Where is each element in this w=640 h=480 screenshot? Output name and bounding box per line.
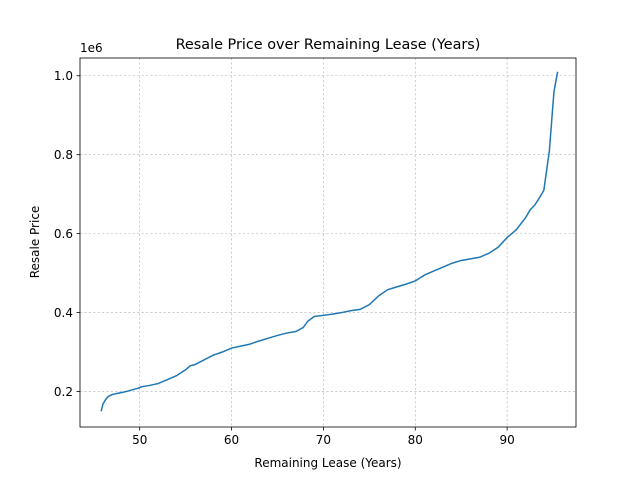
x-tick-label: 60 — [224, 433, 239, 447]
y-tick-label: 0.6 — [54, 227, 73, 241]
y-tick-label: 0.4 — [54, 306, 73, 320]
axis-ticks: 50 60 70 80 90 0.2 0.4 0.6 0.8 1.0 — [54, 69, 515, 447]
plot-area-frame — [79, 57, 577, 428]
y-tick-label: 0.2 — [54, 385, 73, 399]
x-tick-label: 50 — [132, 433, 147, 447]
x-tick-label: 90 — [499, 433, 514, 447]
x-tick-label: 70 — [316, 433, 331, 447]
y-tick-label: 0.8 — [54, 148, 73, 162]
grid-lines — [80, 58, 576, 427]
y-axis-label: Resale Price — [28, 206, 42, 279]
series-line — [100, 71, 559, 412]
chart-title: Resale Price over Remaining Lease (Years… — [176, 37, 481, 53]
y-axis-offset-label: 1e6 — [80, 41, 103, 55]
x-tick-label: 80 — [408, 433, 423, 447]
y-tick-label: 1.0 — [54, 69, 73, 83]
x-axis-label: Remaining Lease (Years) — [254, 456, 401, 470]
